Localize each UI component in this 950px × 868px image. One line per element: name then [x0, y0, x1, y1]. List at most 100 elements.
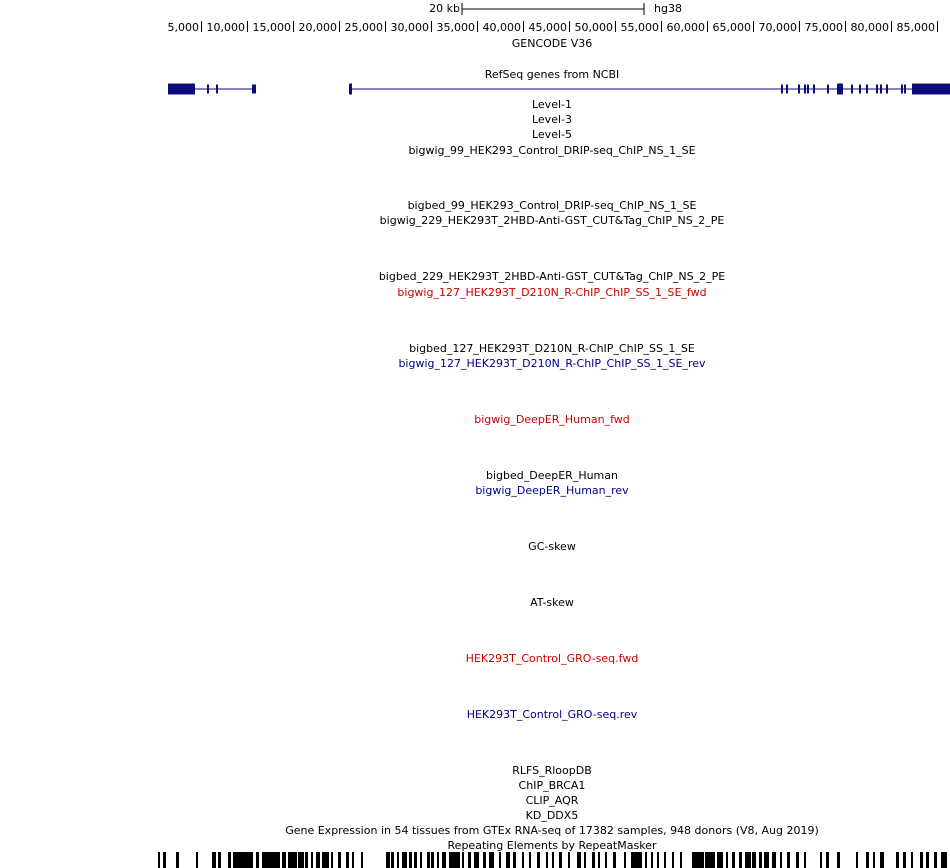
repeat-element — [427, 852, 430, 868]
gene-exon — [859, 84, 861, 94]
track-label-bb99[interactable]: bigbed_99_HEK293_Control_DRIP-seq_ChIP_N… — [407, 199, 697, 212]
track-label-aqr[interactable]: CLIP_AQR — [525, 794, 579, 807]
track-label-level3[interactable]: Level-3 — [531, 113, 572, 126]
gene-models — [168, 83, 950, 95]
gene-exon — [254, 84, 256, 94]
gene-exon — [813, 84, 815, 94]
gene-exon — [837, 83, 843, 95]
repeat-element — [176, 852, 179, 868]
gene-exon — [851, 84, 853, 94]
track-label-rmsk[interactable]: Repeating Elements by RepeatMasker — [447, 839, 657, 852]
repeat-element — [941, 852, 947, 868]
track-label-bb229[interactable]: bigbed_229_HEK293T_2HBD-Anti-GST_CUT&Tag… — [378, 270, 726, 283]
ruler-tick-label: 50,000 — [574, 21, 614, 34]
track-label-grofwd[interactable]: HEK293T_Control_GRO-seq.fwd — [465, 652, 639, 665]
ruler-tick — [569, 21, 570, 32]
repeat-element — [212, 852, 216, 868]
gene-exon — [216, 84, 218, 94]
ruler-tick-label: 40,000 — [482, 21, 522, 34]
scale-bar-line — [461, 3, 645, 15]
ruler-tick-label: 70,000 — [758, 21, 798, 34]
repeat-element — [474, 852, 479, 868]
repeat-element — [338, 852, 341, 868]
refseq-gene-track[interactable] — [0, 75, 950, 175]
gene-exon — [914, 83, 950, 95]
repeat-element — [305, 852, 308, 868]
repeat-element — [664, 852, 666, 868]
repeat-element — [826, 852, 829, 868]
repeat-element — [218, 852, 221, 868]
track-label-level5[interactable]: Level-5 — [531, 128, 572, 141]
track-label-bw127rev[interactable]: bigwig_127_HEK293T_D210N_R-ChIP_ChIP_SS_… — [398, 357, 706, 370]
track-label-bw229[interactable]: bigwig_229_HEK293T_2HBD-Anti-GST_CUT&Tag… — [379, 214, 725, 227]
track-label-refseq[interactable]: RefSeq genes from NCBI — [484, 68, 620, 81]
repeat-element — [489, 852, 494, 868]
repeat-element — [262, 852, 280, 868]
repeat-element — [397, 852, 399, 868]
gene-exon — [807, 84, 809, 94]
ruler-tick-label: 10,000 — [206, 21, 246, 34]
repeat-element — [631, 852, 642, 868]
gene-exon — [168, 83, 195, 95]
ruler-tick — [431, 21, 432, 32]
repeat-element — [613, 852, 616, 868]
track-label-deeperfwd[interactable]: bigwig_DeepER_Human_fwd — [474, 413, 630, 426]
repeat-element — [409, 852, 412, 868]
track-label-grorev[interactable]: HEK293T_Control_GRO-seq.rev — [466, 708, 638, 721]
track-label-ddx5[interactable]: KD_DDX5 — [525, 809, 579, 822]
ruler-tick — [707, 21, 708, 32]
repeat-element — [880, 852, 884, 868]
track-label-deeperbb[interactable]: bigbed_DeepER_Human — [485, 469, 618, 482]
repeat-element — [739, 852, 742, 868]
repeat-element — [911, 852, 913, 868]
repeat-element — [645, 852, 647, 868]
repeat-element — [903, 852, 906, 868]
track-label-bw127fwd[interactable]: bigwig_127_HEK293T_D210N_R-ChIP_ChIP_SS_… — [397, 286, 707, 299]
repeat-element — [437, 852, 439, 868]
repeat-element — [787, 852, 790, 868]
gene-exon — [876, 84, 878, 94]
ruler-tick — [247, 21, 248, 32]
repeat-element — [163, 852, 166, 868]
repeat-element — [158, 852, 160, 868]
repeat-element — [752, 852, 756, 868]
gene-exon — [866, 84, 868, 94]
ruler-tick — [891, 21, 892, 32]
track-label-bb127[interactable]: bigbed_127_HEK293T_D210N_R-ChIP_ChIP_SS_… — [409, 342, 695, 355]
track-label-gencode[interactable]: GENCODE V36 — [511, 37, 593, 50]
track-label-gtex[interactable]: Gene Expression in 54 tissues from GTEx … — [285, 824, 819, 837]
repeat-element — [529, 852, 531, 868]
repeat-element — [772, 852, 776, 868]
ruler-tick — [845, 21, 846, 32]
track-label-level1[interactable]: Level-1 — [531, 98, 572, 111]
track-label-atskew[interactable]: AT-skew — [530, 596, 574, 609]
gene-exon — [804, 84, 806, 94]
repeat-element — [414, 852, 417, 868]
repeat-element — [559, 852, 562, 868]
track-label-deeperrev[interactable]: bigwig_DeepER_Human_rev — [475, 484, 629, 497]
repeat-element — [483, 852, 486, 868]
track-label-gcskew[interactable]: GC-skew — [528, 540, 576, 553]
repeatmasker-track[interactable] — [0, 852, 950, 868]
ruler-tick-label: 30,000 — [390, 21, 430, 34]
ruler-tick-label: 35,000 — [436, 21, 476, 34]
gene-exon — [880, 84, 882, 94]
repeat-element — [352, 852, 354, 868]
ruler-tick — [753, 21, 754, 32]
track-label-rlfs[interactable]: RLFS_RloopDB — [512, 764, 592, 777]
repeat-element — [513, 852, 516, 868]
track-label-brca1[interactable]: ChIP_BRCA1 — [518, 779, 586, 792]
repeat-element — [692, 852, 704, 868]
track-label-bw99[interactable]: bigwig_99_HEK293_Control_DRIP-seq_ChIP_N… — [408, 144, 696, 157]
ruler-tick — [523, 21, 524, 32]
ruler-tick — [937, 21, 938, 32]
repeat-element — [605, 852, 607, 868]
repeat-element — [462, 852, 464, 868]
scale-bar-size-label: 20 kb — [429, 2, 460, 15]
ruler-tick-label: 5,000 — [167, 21, 200, 34]
ruler-tick — [339, 21, 340, 32]
repeat-element — [804, 852, 806, 868]
repeat-element — [820, 852, 822, 868]
repeat-element — [256, 852, 259, 868]
